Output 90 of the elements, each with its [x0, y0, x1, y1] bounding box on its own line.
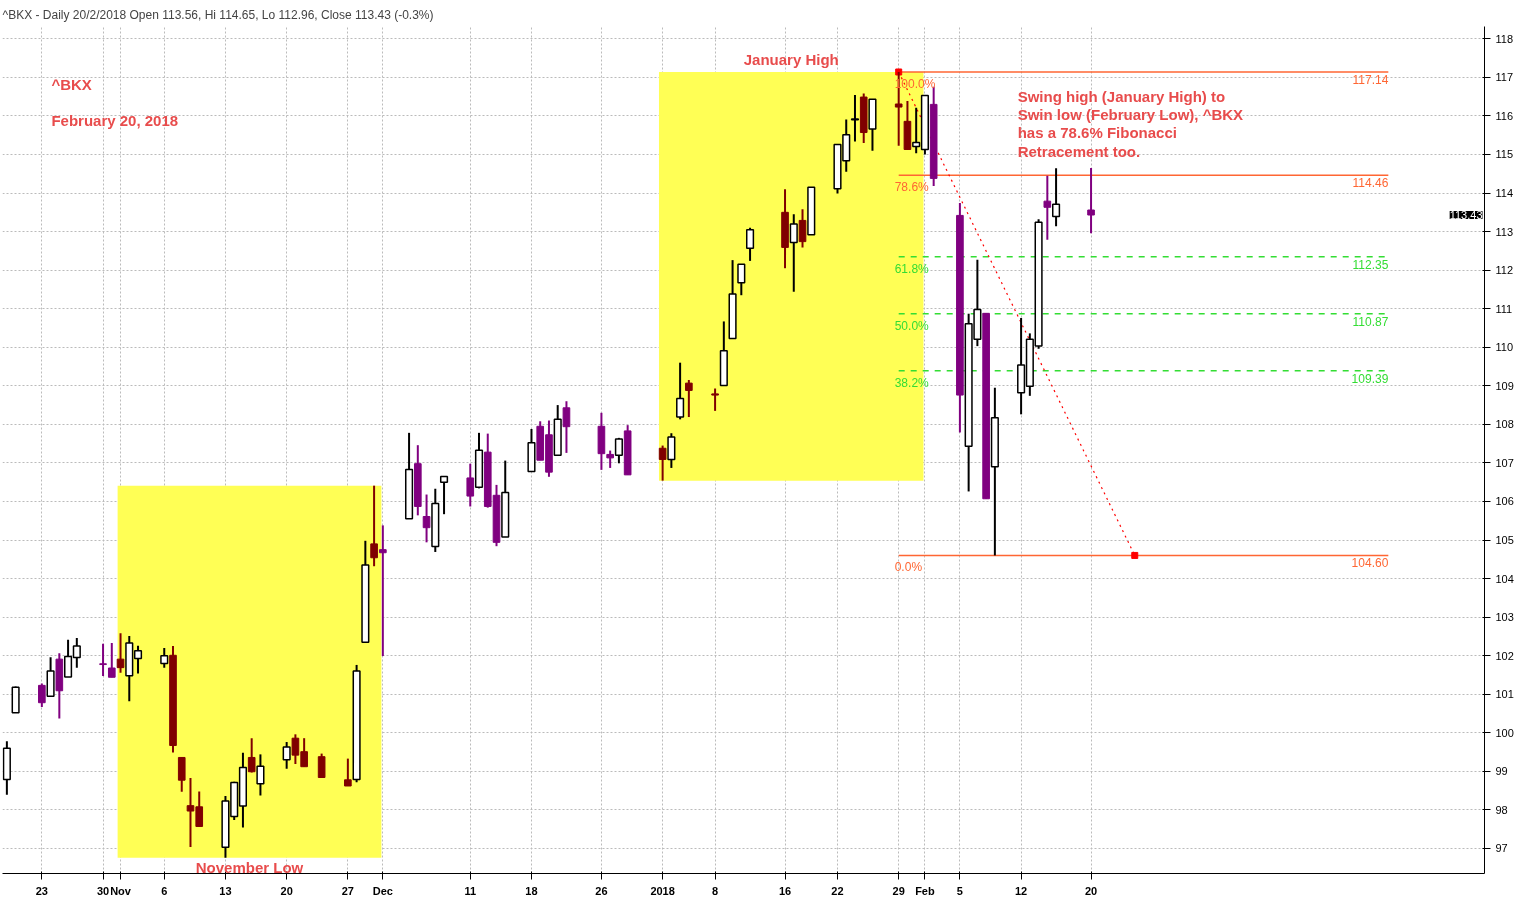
y-tick-label: 116	[1495, 109, 1514, 122]
candlestick	[798, 208, 807, 249]
candlestick	[685, 379, 693, 419]
x-tick-label: 11	[464, 884, 477, 897]
y-tick-label: 108	[1495, 418, 1514, 431]
candlestick	[256, 753, 265, 797]
series-label: 0.0%	[894, 560, 923, 575]
y-tick-label: 98	[1495, 803, 1508, 816]
candlestick	[676, 361, 685, 421]
x-tick-label: 18	[525, 884, 538, 897]
y-tick-label: 106	[1495, 495, 1514, 508]
data-label: 104.60	[1351, 556, 1389, 571]
band-label: January High	[743, 50, 839, 68]
candlestick	[1052, 167, 1061, 228]
candlestick	[1087, 166, 1095, 235]
candlestick	[160, 646, 169, 669]
y-tick-label: 109	[1495, 379, 1514, 392]
x-tick-label: 20	[1084, 884, 1098, 897]
x-tick-label: 12	[1014, 884, 1028, 897]
candlestick	[439, 475, 449, 516]
candlestick	[247, 737, 256, 774]
annotation: 113.43	[1449, 209, 1483, 222]
candlestick	[562, 400, 571, 454]
y-tick-label: 104	[1495, 572, 1514, 585]
y-tick-label: 115	[1495, 148, 1514, 161]
candlestick	[850, 94, 860, 143]
y-tick-label: 107	[1495, 456, 1514, 469]
band-label: November Low	[195, 858, 304, 876]
x-tick-label: 23	[35, 884, 48, 897]
y-tick-label: 102	[1495, 649, 1514, 662]
candlestick	[38, 682, 46, 708]
x-tick-label: 2018	[650, 884, 675, 897]
x-tick-label: Nov	[110, 884, 132, 897]
annotation: February 20, 2018	[51, 112, 179, 130]
x-tick-label: 20	[280, 884, 293, 897]
candlestick	[667, 432, 676, 469]
annotation: has a 78.6% Fibonacci	[1017, 124, 1177, 142]
data-label: 114.46	[1352, 176, 1389, 191]
candlestick	[317, 752, 326, 779]
annotation: Swin low (February Low), ^BKX	[1017, 106, 1244, 124]
data-label: 110.87	[1352, 314, 1389, 329]
candlestick	[116, 632, 125, 674]
candlestick	[1043, 174, 1052, 241]
y-tick-label: 113	[1495, 225, 1514, 238]
candlestick	[107, 641, 116, 679]
y-tick-label: 110	[1495, 341, 1514, 354]
x-tick-label: 26	[595, 884, 608, 897]
candlestick	[177, 756, 186, 793]
y-tick-label: 112	[1495, 264, 1514, 277]
x-tick-label: Dec	[372, 884, 393, 897]
annotation: Retracement too.	[1017, 142, 1141, 160]
data-label: 109.39	[1351, 371, 1389, 386]
candlestick	[99, 642, 107, 678]
candlestick	[658, 444, 667, 482]
data-label: 117.14	[1352, 72, 1389, 87]
annotation: ^BKX	[51, 75, 92, 93]
y-tick-label: 103	[1495, 611, 1514, 624]
x-tick-label: 13	[219, 884, 232, 897]
y-tick-label: 99	[1495, 765, 1508, 778]
y-tick-label: 101	[1495, 688, 1514, 701]
candlestick	[614, 436, 623, 465]
y-tick-label: 117	[1495, 71, 1514, 84]
y-tick-label: 100	[1495, 726, 1514, 739]
y-tick-label: 114	[1495, 187, 1514, 200]
x-tick-label: Feb	[915, 884, 935, 897]
candlestick	[711, 387, 719, 412]
x-tick-label: 5	[956, 884, 963, 897]
candlestick	[466, 462, 475, 508]
candlestick	[789, 213, 798, 293]
x-tick-label: 22	[831, 884, 844, 897]
x-tick-label: 8	[712, 884, 719, 897]
candlestick	[282, 741, 291, 770]
candlestick	[737, 263, 746, 297]
x-tick-label: 6	[161, 884, 168, 897]
candlestick	[370, 484, 378, 568]
chart-title: ^BKX - Daily 20/2/2018 Open 113.56, Hi 114.65, Lo 112.96, Close 113.43 (-0.3%)	[2, 7, 434, 22]
candlestick	[422, 493, 431, 544]
x-tick-label: 29	[892, 884, 905, 897]
x-tick-label: 16	[778, 884, 792, 897]
y-tick-label: 118	[1495, 32, 1514, 45]
y-tick-label: 97	[1495, 842, 1508, 855]
candlestick	[344, 757, 352, 787]
x-tick-label: 27	[341, 884, 354, 897]
y-tick-label: 111	[1495, 302, 1513, 315]
candlestick	[379, 524, 387, 658]
candlestick	[745, 226, 755, 262]
annotation: Swing high (January High) to	[1017, 88, 1226, 106]
x-tick-label: 30	[96, 884, 110, 897]
y-tick-label: 105	[1495, 534, 1514, 547]
data-label: 112.35	[1352, 257, 1389, 272]
